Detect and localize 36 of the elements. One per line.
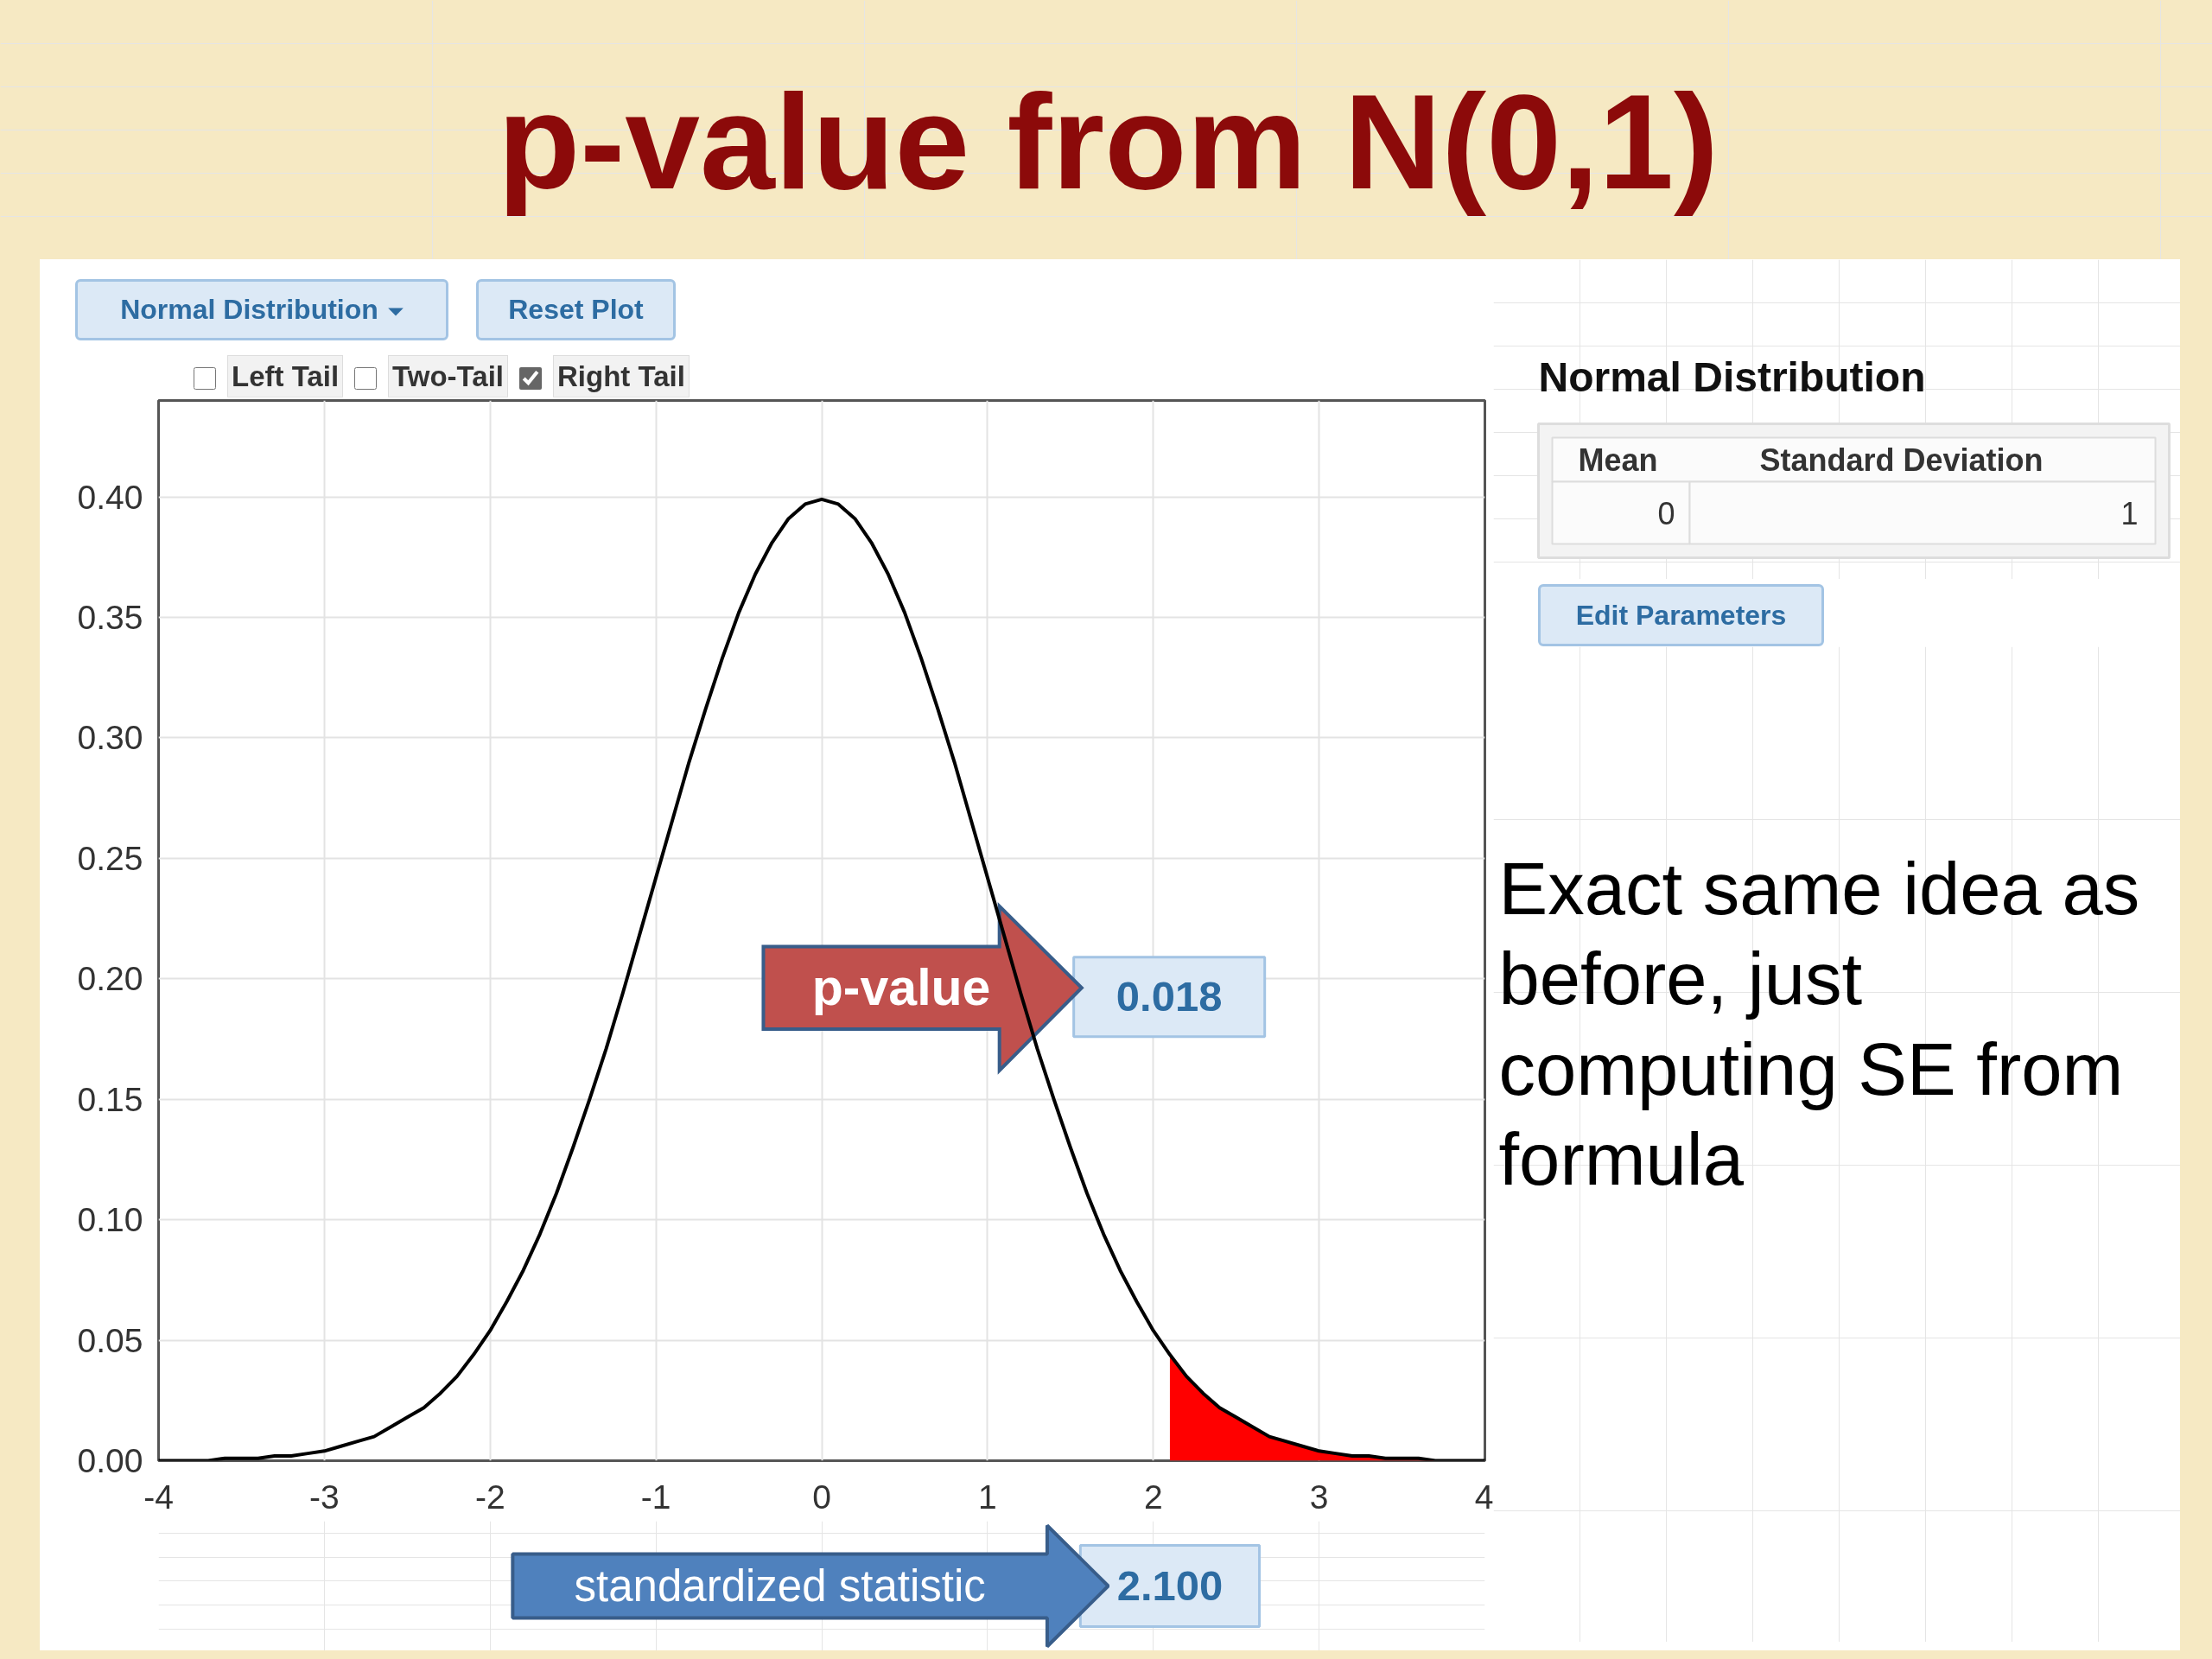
text: Exact same idea as before, just computing SE from formula bbox=[1498, 847, 2140, 1200]
y-tick-label: 0.35 bbox=[77, 598, 143, 636]
y-tick-label: 0.30 bbox=[77, 719, 143, 757]
y-tick-label: 0.25 bbox=[77, 839, 143, 877]
text: Edit Parameters bbox=[1538, 584, 1824, 646]
x-tick-label: 3 bbox=[1309, 1478, 1329, 1516]
text: Two-Tail bbox=[388, 355, 508, 398]
chart-title: p-value from N(0,1) bbox=[498, 66, 1719, 217]
text: Normal Distribution bbox=[75, 279, 448, 340]
text: standardized statistic bbox=[574, 1561, 986, 1611]
x-tick-label: 0 bbox=[812, 1478, 831, 1516]
x-tick-label: -1 bbox=[640, 1478, 671, 1516]
x-tick-label: -4 bbox=[143, 1478, 174, 1516]
x-tick-label: -3 bbox=[309, 1478, 340, 1516]
text: Left Tail bbox=[227, 355, 344, 398]
y-tick-label: 0.40 bbox=[77, 478, 143, 516]
text: Reset Plot bbox=[476, 279, 676, 340]
annotation: 0.018 bbox=[1116, 973, 1223, 1020]
text: Standard Deviation bbox=[1759, 442, 2044, 478]
annotation: 2.100 bbox=[1116, 1562, 1224, 1609]
text: Normal Distribution bbox=[1538, 354, 1926, 400]
annotation: p-value bbox=[811, 959, 991, 1017]
y-tick-label: 0.10 bbox=[77, 1201, 143, 1239]
y-tick-label: 0.05 bbox=[77, 1321, 143, 1359]
text: Mean bbox=[1578, 442, 1658, 478]
x-tick-label: 1 bbox=[978, 1478, 997, 1516]
text: 1 bbox=[2120, 495, 2139, 531]
y-tick-label: 0.20 bbox=[77, 960, 143, 998]
y-tick-label: 0.00 bbox=[77, 1442, 143, 1479]
line-series bbox=[158, 497, 1485, 1461]
text: 0 bbox=[1657, 495, 1675, 531]
x-tick-label: -2 bbox=[474, 1478, 505, 1516]
y-tick-label: 0.15 bbox=[77, 1080, 143, 1118]
text: Right Tail bbox=[553, 355, 690, 398]
x-tick-label: 2 bbox=[1143, 1478, 1163, 1516]
x-tick-label: 4 bbox=[1474, 1478, 1494, 1516]
